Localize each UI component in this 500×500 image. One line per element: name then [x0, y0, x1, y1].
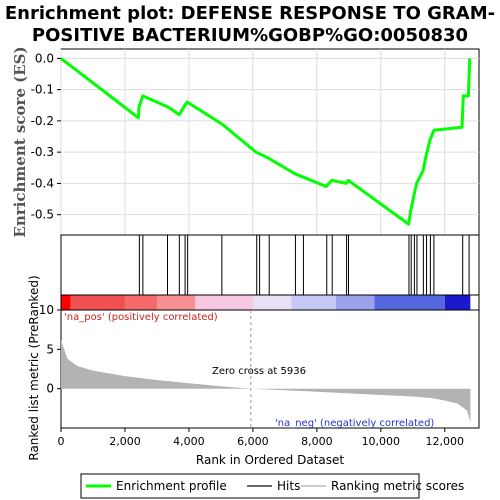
color-bar-segment — [336, 295, 375, 310]
es-y-ticks: 0.0 -0.1 -0.2 -0.3 -0.4 -0.5 — [31, 51, 61, 222]
x-tick-label: 4,000 — [173, 435, 205, 448]
ranking-metric-layer — [61, 310, 471, 428]
es-panel-frame — [60, 48, 480, 236]
rank-color-bar — [60, 294, 480, 311]
es-y-tick-label: -0.5 — [31, 208, 54, 222]
x-tick-label: 10,000 — [362, 435, 401, 448]
x-tick-label: 0 — [58, 435, 65, 448]
color-bar-segment — [291, 295, 337, 310]
x-axis-ticks: 0 2,000 4,000 6,000 8,000 10,000 12,000 — [58, 428, 465, 448]
metric-y-tick-label: 5 — [46, 342, 54, 356]
color-bar-segment — [444, 295, 471, 310]
legend-label-enrichment-profile: Enrichment profile — [116, 479, 227, 493]
legend-label-ranking-metric: Ranking metric scores — [331, 479, 464, 493]
x-tick-label: 2,000 — [109, 435, 141, 448]
color-bar-segment — [195, 295, 253, 310]
metric-y-axis-label: Ranked list metric (PreRanked) — [27, 275, 41, 460]
es-y-axis-label: Enrichment score (ES) — [11, 46, 29, 237]
chart-title-line-1: Enrichment plot: DEFENSE RESPONSE TO GRA… — [5, 3, 495, 24]
es-y-tick-label: -0.4 — [31, 176, 54, 190]
zero-cross-label: Zero cross at 5936 — [212, 366, 306, 377]
x-tick-label: 12,000 — [426, 435, 465, 448]
es-y-tick-label: 0.0 — [35, 51, 54, 65]
metric-y-ticks: 10 5 0 — [39, 303, 61, 396]
metric-y-tick-label: 10 — [39, 303, 54, 317]
color-bar-segment — [61, 295, 71, 310]
chart-title-line-2: POSITIVE BACTERIUM%GOBP%GO:0050830 — [32, 25, 468, 46]
legend: Enrichment profile Hits Ranking metric s… — [80, 473, 464, 499]
enrichment-profile-layer — [60, 57, 472, 226]
color-bar-segment — [252, 295, 292, 310]
x-tick-label: 6,000 — [237, 435, 269, 448]
color-bar-segment — [124, 295, 157, 310]
color-bar-segment — [156, 295, 196, 310]
legend-label-hits: Hits — [277, 479, 300, 493]
hits-layer — [138, 235, 470, 295]
hits-panel-frame — [60, 234, 480, 296]
es-y-tick-label: -0.2 — [31, 114, 54, 128]
na-pos-label: 'na_pos' (positively correlated) — [64, 312, 218, 323]
es-y-tick-label: -0.3 — [31, 145, 54, 159]
color-bar-segment — [374, 295, 445, 310]
na-neg-label: 'na_neg' (negatively correlated) — [275, 418, 434, 429]
es-gridlines — [60, 49, 479, 235]
color-bar-segment — [70, 295, 125, 310]
x-tick-label: 8,000 — [301, 435, 333, 448]
x-axis-label: Rank in Ordered Dataset — [196, 453, 344, 467]
ranking-metric-area — [61, 339, 471, 423]
enrichment-profile-line — [60, 57, 472, 226]
es-y-tick-label: -0.1 — [31, 83, 54, 97]
metric-y-tick-label: 0 — [46, 382, 54, 396]
